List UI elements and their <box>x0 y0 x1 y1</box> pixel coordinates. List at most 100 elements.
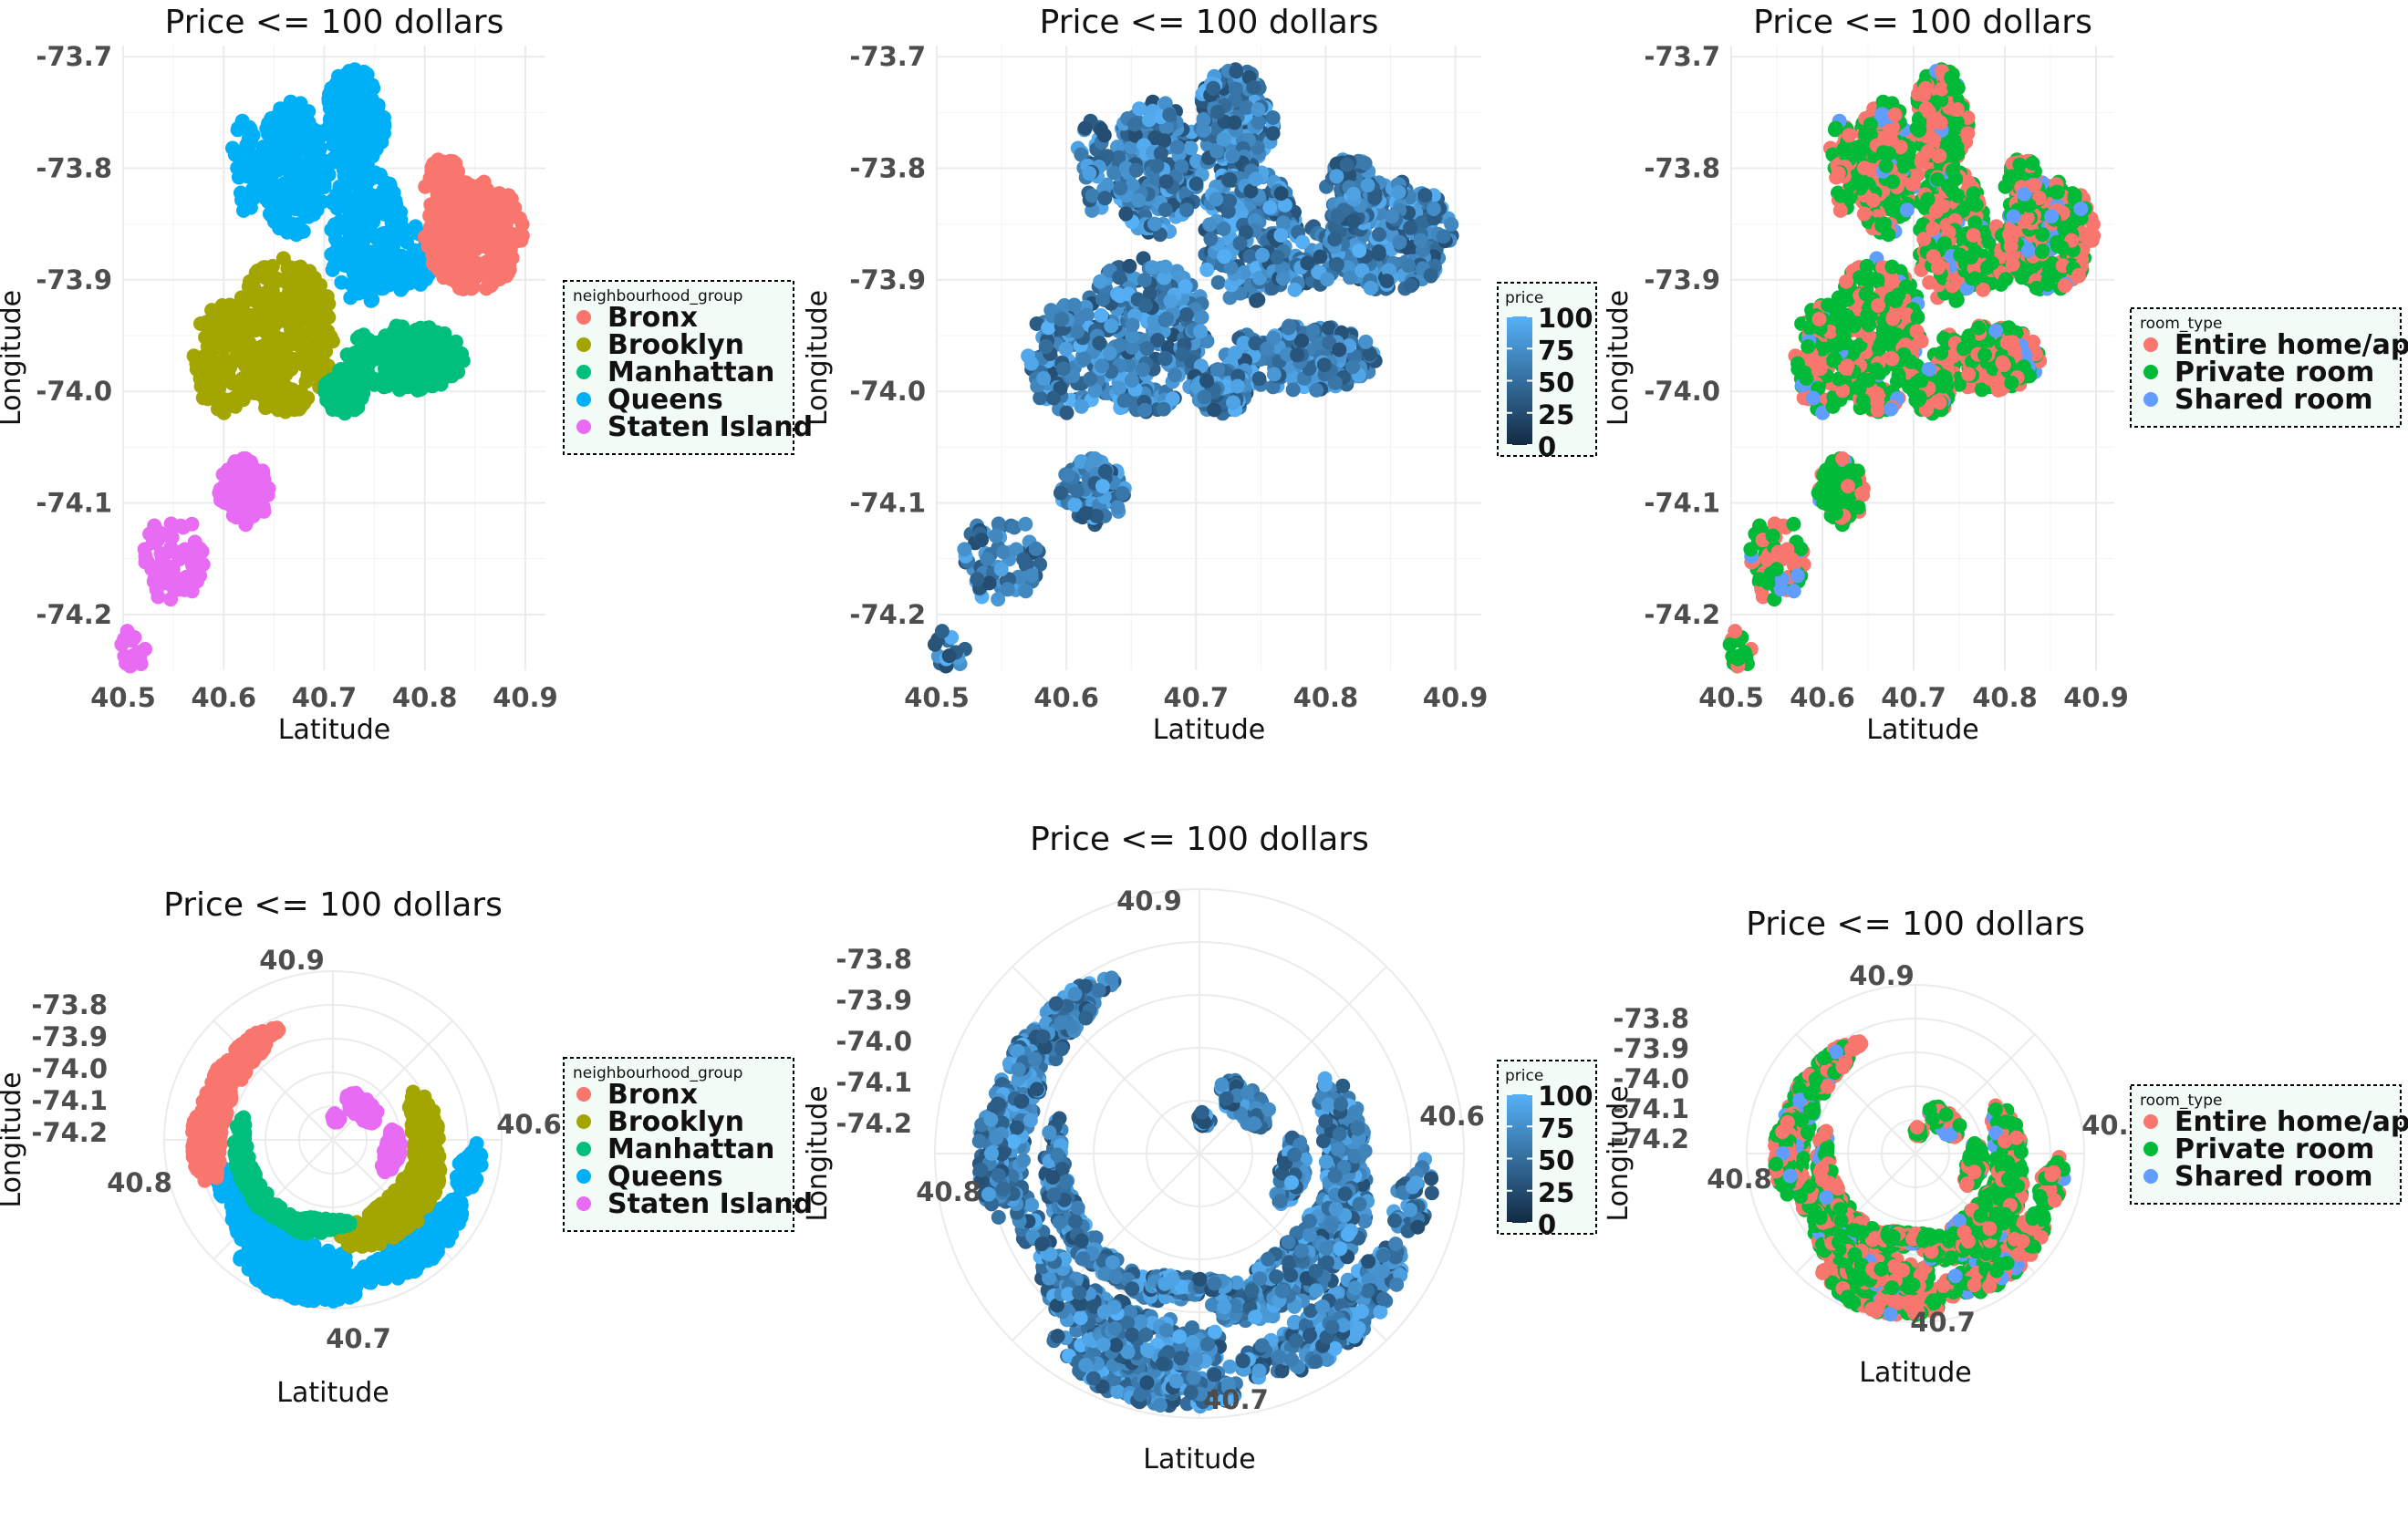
data-point <box>980 552 995 566</box>
data-point <box>1916 232 1932 246</box>
data-point <box>337 221 353 236</box>
data-point <box>1124 373 1139 388</box>
data-point <box>988 528 1003 543</box>
data-point <box>266 373 282 388</box>
data-point <box>320 324 336 339</box>
data-point <box>325 373 340 388</box>
data-point <box>1270 250 1285 265</box>
data-point <box>309 202 325 218</box>
data-point <box>347 346 362 361</box>
data-point <box>395 347 410 363</box>
data-point <box>217 468 233 483</box>
data-point <box>317 176 332 192</box>
data-point <box>1232 235 1248 251</box>
data-point <box>1138 298 1153 313</box>
data-point <box>1228 346 1243 361</box>
data-point <box>941 648 957 664</box>
data-point <box>189 356 204 371</box>
data-point <box>161 528 177 543</box>
data-point <box>309 307 325 322</box>
chart2-panel: 40.5 40.6 40.7 40.8 40.9-73.7-73.8-73.9-74.0… <box>802 4 1488 746</box>
data-point <box>1345 186 1361 202</box>
data-point <box>1209 192 1224 207</box>
data-point <box>251 318 266 334</box>
data-point <box>1266 367 1282 382</box>
data-point <box>277 402 292 418</box>
data-point <box>1226 395 1240 410</box>
legend-key <box>576 392 591 407</box>
data-point <box>1125 317 1140 333</box>
data-point <box>928 637 942 652</box>
data-point <box>1216 221 1231 236</box>
data-point <box>1097 191 1113 206</box>
data-point <box>448 156 463 171</box>
data-point <box>293 202 308 218</box>
data-point <box>499 267 514 283</box>
data-point <box>991 516 1006 532</box>
data-point <box>448 334 463 349</box>
data-point <box>1116 393 1132 409</box>
data-point <box>1162 107 1178 122</box>
y-tick-label: -74.0 <box>36 376 112 407</box>
data-point <box>996 544 1012 560</box>
data-point <box>1074 399 1089 414</box>
data-point <box>1921 144 1936 159</box>
data-point <box>1329 257 1344 272</box>
data-point <box>1403 278 1418 294</box>
y-tick-label: -74.1 <box>36 488 112 519</box>
data-point <box>1946 79 1962 95</box>
data-point <box>384 271 400 286</box>
data-point <box>1358 334 1374 349</box>
data-point <box>283 260 298 275</box>
data-point <box>1053 485 1068 501</box>
data-point <box>1290 347 1305 363</box>
data-point <box>1260 341 1275 357</box>
data-point <box>1078 505 1094 521</box>
chart-title: Price <= 100 dollars <box>1040 4 1379 41</box>
data-point <box>1887 107 1903 122</box>
data-point <box>1345 213 1361 229</box>
data-point <box>213 361 229 377</box>
data-point <box>1163 294 1178 309</box>
data-point <box>1174 159 1189 174</box>
data-point <box>993 562 1009 577</box>
data-point <box>1083 371 1098 387</box>
data-point <box>1188 176 1204 192</box>
data-point <box>374 200 389 215</box>
data-point <box>1055 361 1071 377</box>
data-point <box>1203 232 1219 246</box>
data-point <box>306 159 321 174</box>
data-point <box>272 192 287 208</box>
data-point <box>228 399 243 414</box>
data-point <box>483 278 499 294</box>
data-point <box>328 232 343 246</box>
data-point <box>464 274 480 289</box>
data-point <box>1367 191 1383 206</box>
data-point <box>119 624 135 639</box>
data-point <box>1157 133 1172 149</box>
data-point <box>424 375 440 390</box>
data-point <box>384 215 400 231</box>
legend-item-label: Staten Island <box>607 411 813 443</box>
data-point <box>392 382 407 398</box>
y-tick-label: -73.8 <box>36 153 112 184</box>
data-point <box>1856 206 1872 222</box>
data-point <box>333 144 348 159</box>
data-point <box>1320 272 1335 287</box>
data-point <box>1131 192 1147 208</box>
data-point <box>1426 202 1441 216</box>
data-point <box>1316 357 1332 373</box>
x-tick-label: 40.6 <box>1033 682 1099 713</box>
data-point <box>1077 120 1093 136</box>
data-point <box>1225 148 1240 163</box>
data-point <box>257 270 273 285</box>
data-point <box>246 191 261 206</box>
data-point <box>1076 351 1092 367</box>
data-point <box>1327 375 1343 390</box>
data-point <box>293 259 308 274</box>
data-point <box>289 146 305 161</box>
data-point <box>337 131 353 147</box>
data-point <box>242 336 257 351</box>
data-point <box>376 110 391 125</box>
